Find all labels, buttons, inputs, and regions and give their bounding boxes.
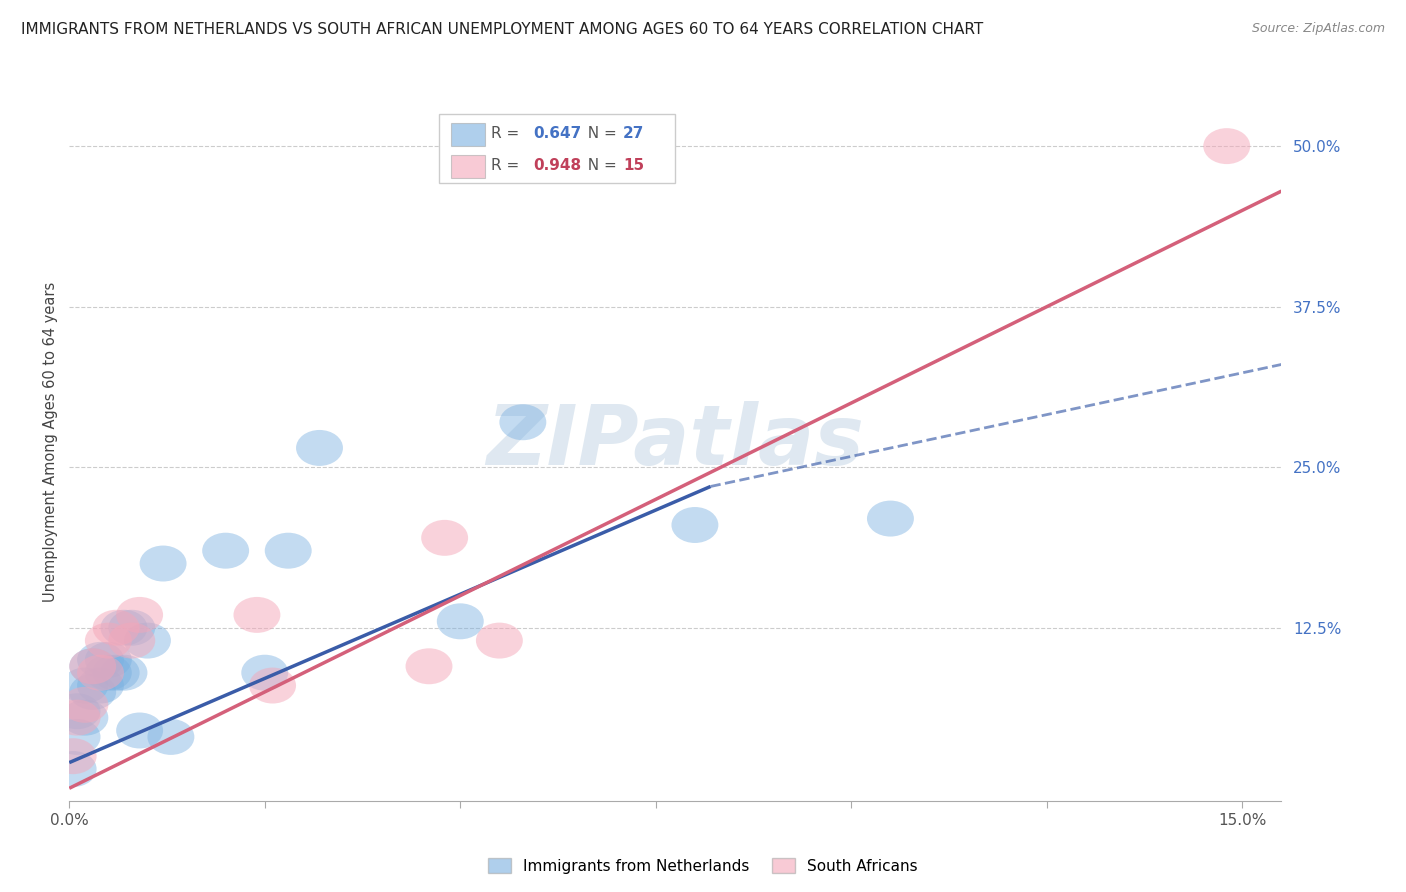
Ellipse shape [93,610,139,646]
Y-axis label: Unemployment Among Ages 60 to 64 years: Unemployment Among Ages 60 to 64 years [44,281,58,601]
Ellipse shape [499,404,547,441]
FancyBboxPatch shape [439,114,675,183]
Ellipse shape [84,623,132,658]
Ellipse shape [93,655,139,690]
Ellipse shape [242,655,288,690]
Ellipse shape [405,648,453,684]
Ellipse shape [100,655,148,690]
Ellipse shape [62,667,108,704]
FancyBboxPatch shape [451,154,485,178]
Text: ZIPatlas: ZIPatlas [486,401,865,482]
Ellipse shape [49,739,97,774]
Ellipse shape [100,610,148,646]
Ellipse shape [53,699,100,736]
Ellipse shape [84,642,132,678]
Ellipse shape [108,623,155,658]
Ellipse shape [868,500,914,537]
Ellipse shape [77,655,124,690]
Ellipse shape [1204,128,1250,164]
Ellipse shape [77,667,124,704]
Text: 0.948: 0.948 [533,158,582,173]
Ellipse shape [108,610,155,646]
Ellipse shape [77,642,124,678]
Text: Source: ZipAtlas.com: Source: ZipAtlas.com [1251,22,1385,36]
Ellipse shape [249,667,297,704]
Ellipse shape [475,623,523,658]
Ellipse shape [202,533,249,569]
Text: R =: R = [491,126,524,141]
Ellipse shape [139,546,187,582]
Legend: Immigrants from Netherlands, South Africans: Immigrants from Netherlands, South Afric… [482,852,924,880]
Text: N =: N = [578,126,621,141]
Ellipse shape [437,603,484,640]
Ellipse shape [672,507,718,543]
FancyBboxPatch shape [451,122,485,146]
Ellipse shape [124,623,172,658]
Text: 15: 15 [623,158,644,173]
Ellipse shape [49,751,97,787]
Ellipse shape [53,693,100,730]
Ellipse shape [233,597,280,633]
Ellipse shape [148,719,194,755]
Text: R =: R = [491,158,524,173]
Ellipse shape [84,655,132,690]
Ellipse shape [297,430,343,466]
Ellipse shape [69,648,117,684]
Ellipse shape [422,520,468,556]
Ellipse shape [53,719,100,755]
Text: 27: 27 [623,126,644,141]
Ellipse shape [117,597,163,633]
Text: N =: N = [578,158,621,173]
Ellipse shape [264,533,312,569]
Ellipse shape [62,687,108,723]
Ellipse shape [62,699,108,736]
Text: 0.647: 0.647 [533,126,582,141]
Ellipse shape [117,713,163,748]
Ellipse shape [69,648,117,684]
Ellipse shape [69,674,117,710]
Text: IMMIGRANTS FROM NETHERLANDS VS SOUTH AFRICAN UNEMPLOYMENT AMONG AGES 60 TO 64 YE: IMMIGRANTS FROM NETHERLANDS VS SOUTH AFR… [21,22,983,37]
